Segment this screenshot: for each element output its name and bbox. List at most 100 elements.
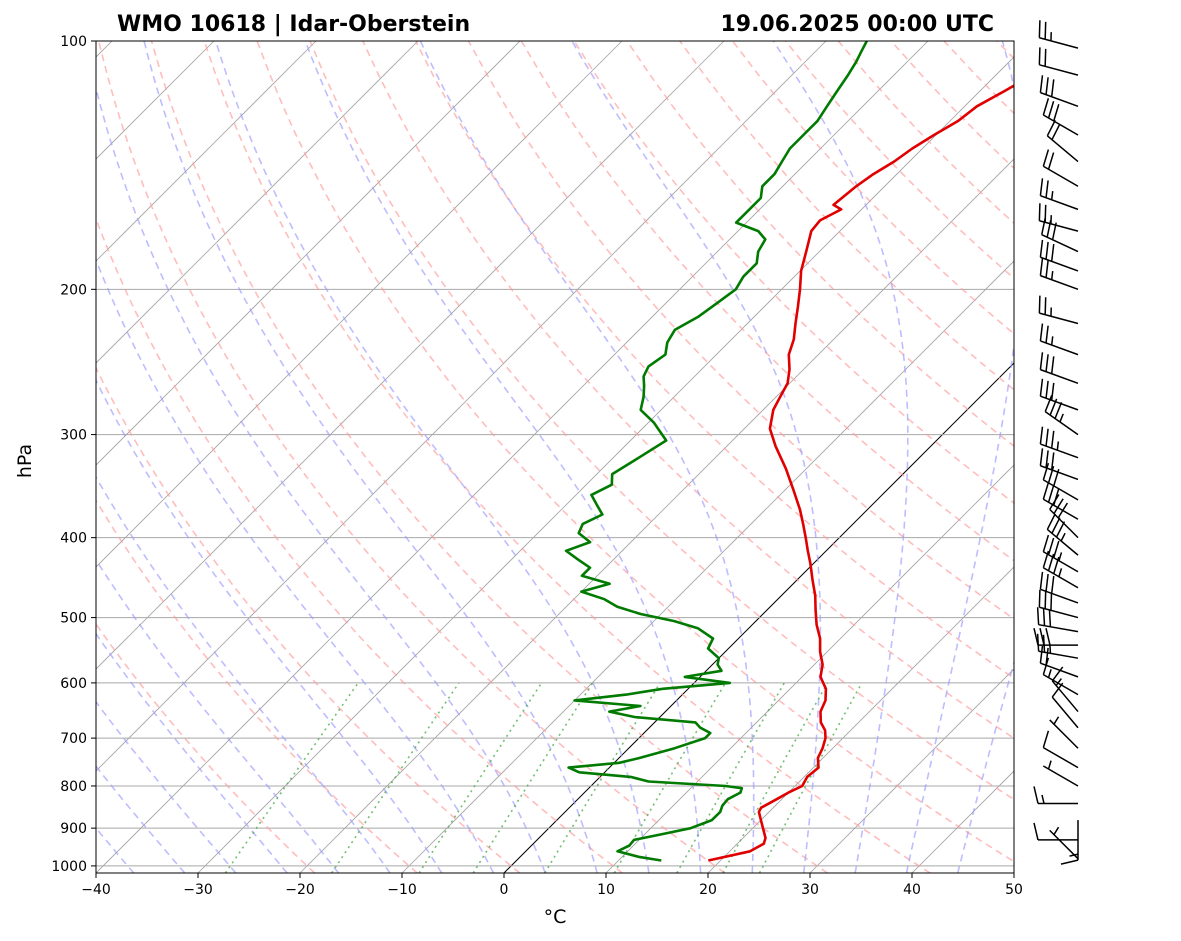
profile-lines <box>564 41 1014 862</box>
wind-barb-flag <box>1053 488 1060 506</box>
x-tick-label: −20 <box>285 882 315 898</box>
wind-barb-shaft <box>1040 368 1079 385</box>
wind-barb <box>1039 323 1079 356</box>
moist-adiabat <box>96 558 340 873</box>
wind-barb <box>1044 395 1079 436</box>
wind-barb-shaft <box>1042 746 1079 769</box>
wind-barb <box>1042 760 1079 787</box>
wind-barb-flag <box>1038 295 1041 314</box>
dry-adiabat <box>96 366 521 873</box>
wind-barb-half-flag <box>1053 826 1060 836</box>
wind-barb <box>1039 378 1079 411</box>
wind-barb-shaft <box>1039 64 1079 76</box>
wind-barb-flag <box>1055 521 1066 538</box>
wind-barb-flag <box>1044 48 1047 67</box>
wind-barb-flag <box>1045 450 1049 468</box>
wind-barb-flag <box>1039 571 1044 590</box>
dry-adiabat <box>96 216 623 873</box>
moist-adiabat <box>304 41 702 873</box>
wind-barb-flag <box>1033 627 1039 646</box>
dry-adiabat <box>784 41 1014 280</box>
wind-barb-flag <box>1044 591 1047 609</box>
wind-barb-shaft <box>1039 606 1079 619</box>
wind-barb-half-flag <box>1041 794 1045 804</box>
dry-adiabat <box>97 41 726 873</box>
isotherm <box>299 158 1014 873</box>
moist-adiabat <box>96 85 547 873</box>
dry-adiabat <box>1103 41 1181 873</box>
wind-barb-flag <box>1053 498 1064 514</box>
wind-barb-shaft <box>1044 411 1079 436</box>
wind-barb <box>1038 47 1079 76</box>
wind-barb <box>1039 645 1079 678</box>
moist-adiabat <box>96 764 186 873</box>
wind-barb-flag <box>1042 462 1050 481</box>
wind-barb-flag <box>1045 573 1049 592</box>
x-tick-label: −30 <box>183 882 213 898</box>
wind-barb-half-flag <box>1050 270 1054 280</box>
wind-barb-flag <box>1042 149 1050 167</box>
wind-barb-flag <box>1044 297 1047 315</box>
y-tick-label: 800 <box>60 779 87 795</box>
wind-barb-flag <box>1045 241 1049 260</box>
wind-barb <box>1039 352 1079 385</box>
isotherm <box>96 41 929 873</box>
moist-adiabat <box>956 659 1014 873</box>
isotherm <box>197 56 1014 873</box>
wind-barb-shaft <box>1040 662 1079 678</box>
wind-barb-shaft <box>1049 829 1079 860</box>
wind-barb-flag <box>1047 101 1055 119</box>
y-axis-label: hPa <box>14 444 36 478</box>
wind-barb-flag <box>1051 517 1061 534</box>
wind-barb <box>1049 826 1079 860</box>
wind-barb-flag <box>1053 540 1060 559</box>
wind-barb-shaft <box>1046 135 1079 163</box>
wind-barb <box>1042 730 1079 769</box>
wind-barb-half-flag <box>1060 532 1066 542</box>
wind-barb <box>1039 178 1079 211</box>
wind-barb-flag <box>1045 627 1051 646</box>
wind-barb-shaft <box>1040 274 1079 291</box>
wind-barb-shaft <box>1039 312 1079 325</box>
wind-barb-shaft <box>1040 256 1079 272</box>
wind-barb-flag <box>1053 104 1060 122</box>
wind-barb-shaft <box>1051 680 1079 713</box>
wind-barb-flag <box>1051 123 1061 141</box>
wind-barb-half-flag <box>1053 716 1060 725</box>
wind-barb <box>1033 786 1078 805</box>
dry-adiabat <box>414 41 1014 680</box>
mixing-ratio-line <box>331 682 460 873</box>
wind-barb <box>1039 258 1079 291</box>
dry-adiabat <box>96 499 418 873</box>
wind-barb-shaft <box>1038 623 1079 633</box>
wind-barb-shaft <box>1049 719 1079 749</box>
wind-barb-flag <box>1045 647 1049 666</box>
wind-barb-flag <box>1045 77 1049 95</box>
wind-barb-flag <box>1050 79 1055 97</box>
moist-adiabat <box>214 41 650 873</box>
isotherm <box>1013 872 1014 873</box>
wind-barb <box>1039 75 1079 108</box>
wind-barb <box>1049 716 1079 749</box>
isotherm <box>605 464 1014 873</box>
isotherm <box>96 41 623 568</box>
y-tick-label: 600 <box>60 676 87 692</box>
y-tick-label: 1000 <box>51 859 87 875</box>
dry-adiabat <box>362 41 1014 740</box>
wind-barb-half-flag <box>1047 760 1052 770</box>
y-tick-label: 700 <box>60 731 87 747</box>
wind-barb-flag <box>1045 325 1049 344</box>
mixing-ratio-line <box>544 682 661 873</box>
wind-barb-flag <box>1045 380 1049 399</box>
wind-barb <box>1060 820 1079 865</box>
wind-barb-flag <box>1039 448 1044 466</box>
x-tick-label: 0 <box>500 882 509 898</box>
dry-adiabat <box>996 41 1014 60</box>
moist-adiabat <box>905 41 1014 873</box>
wind-barb-shaft <box>1042 479 1079 501</box>
wind-barb-shaft <box>1042 114 1079 136</box>
wind-barb-flag <box>1044 21 1047 40</box>
dry-adiabat <box>96 622 316 873</box>
wind-barb-shaft <box>1040 395 1079 411</box>
